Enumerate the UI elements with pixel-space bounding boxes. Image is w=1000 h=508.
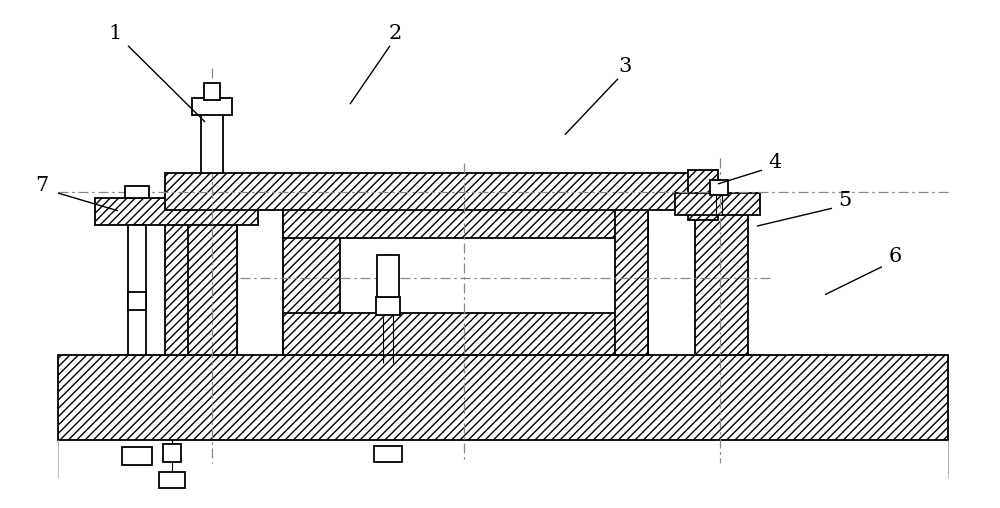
Bar [204, 83, 220, 100]
Bar [165, 220, 237, 355]
Bar [201, 103, 223, 173]
Text: 3: 3 [618, 56, 632, 76]
Text: 6: 6 [888, 247, 902, 266]
Bar [283, 210, 340, 355]
Bar [159, 472, 185, 488]
Bar [376, 297, 400, 315]
Bar [188, 210, 237, 355]
Bar [58, 355, 948, 440]
Bar [695, 203, 748, 355]
Bar [128, 225, 146, 355]
Bar [377, 255, 399, 297]
Text: 7: 7 [35, 176, 49, 195]
Bar [283, 313, 648, 355]
Bar [615, 206, 648, 355]
Text: 4: 4 [768, 153, 782, 172]
Bar [128, 292, 146, 310]
Bar [283, 206, 648, 238]
Bar [710, 180, 728, 195]
Text: 1: 1 [108, 23, 122, 43]
Bar [688, 170, 718, 220]
Bar [192, 98, 232, 115]
Bar [95, 198, 258, 225]
Bar [374, 446, 402, 462]
Text: 5: 5 [838, 191, 852, 210]
Text: 2: 2 [388, 23, 402, 43]
Bar [675, 193, 760, 215]
Bar [163, 444, 181, 462]
Bar [125, 186, 149, 198]
Bar [122, 447, 152, 465]
Bar [165, 173, 700, 210]
